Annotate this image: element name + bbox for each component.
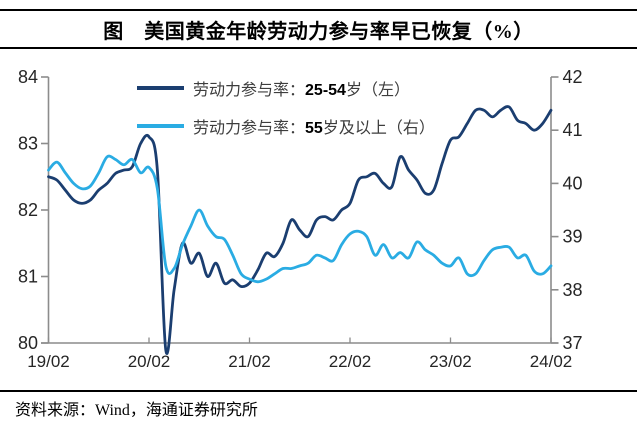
source-note: 资料来源：Wind，海通证券研究所 <box>15 402 258 419</box>
title-border-rule <box>0 47 637 49</box>
series-line-25-54 <box>47 105 553 355</box>
right-axis-tick-label: 38 <box>563 280 583 300</box>
right-axis-tick-label: 40 <box>563 173 583 193</box>
legend-label-part: 岁（左） <box>345 81 410 99</box>
right-axis-tick-label: 42 <box>563 67 583 87</box>
left-axis-tick-label: 81 <box>18 267 38 287</box>
legend: 劳动力参与率：25-54岁（左） 劳动力参与率：55岁及以上（右） <box>137 79 435 137</box>
left-axis-tick-label: 84 <box>18 67 38 87</box>
x-axis-tick-label: 19/02 <box>27 352 70 371</box>
legend-label-part: 劳动力参与率： <box>193 81 306 99</box>
legend-line-navy <box>137 85 184 90</box>
right-axis-tick-label: 41 <box>563 120 583 140</box>
legend-line-cyan <box>137 123 184 128</box>
bottom-border-rule <box>0 390 637 392</box>
top-border-rule <box>0 9 637 11</box>
legend-label-number: 55 <box>305 119 323 137</box>
legend-item-25-54: 劳动力参与率：25-54岁（左） <box>137 79 435 99</box>
x-axis-tick-label: 22/02 <box>329 352 372 371</box>
legend-label-part: 岁及以上（右） <box>322 119 435 137</box>
right-axis-tick-label: 39 <box>563 227 583 247</box>
left-axis-tick-label: 83 <box>18 134 38 154</box>
series-line-55plus <box>47 154 553 284</box>
legend-label-55plus: 劳动力参与率：55岁及以上（右） <box>193 114 435 138</box>
left-axis-tick-label: 82 <box>18 200 38 220</box>
legend-label-number: 25-54 <box>305 81 346 99</box>
chart-title: 图 美国黄金年龄劳动力参与率早已恢复（%） <box>103 21 534 43</box>
right-axis-tick-label: 37 <box>563 333 583 353</box>
x-axis-tick-label: 21/02 <box>228 352 271 371</box>
x-axis-tick-label: 24/02 <box>530 352 573 371</box>
legend-label-part: 劳动力参与率： <box>193 119 306 137</box>
legend-item-55plus: 劳动力参与率：55岁及以上（右） <box>137 117 435 137</box>
left-axis-tick-label: 80 <box>18 333 38 353</box>
x-axis-tick-label: 23/02 <box>429 352 472 371</box>
x-axis-tick-label: 20/02 <box>128 352 171 371</box>
legend-label-25-54: 劳动力参与率：25-54岁（左） <box>193 76 410 100</box>
